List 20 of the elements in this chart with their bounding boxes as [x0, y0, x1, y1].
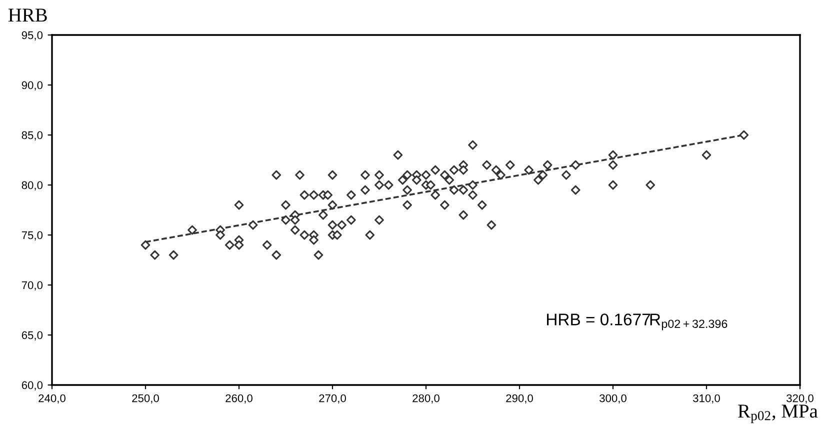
x-tick-label: 240,0 — [38, 394, 66, 404]
x-tick-label: 320,0 — [786, 394, 814, 404]
y-tick-label: 75,0 — [22, 231, 43, 240]
y-tick-label: 85,0 — [22, 131, 43, 140]
y-tick-label: 65,0 — [22, 331, 43, 340]
x-tick-label: 290,0 — [506, 394, 533, 404]
y-tick-label: 60,0 — [22, 381, 43, 390]
x-tick-label: 270,0 — [319, 394, 346, 404]
x-tick-label: 280,0 — [412, 394, 440, 404]
x-tick-label: 300,0 — [600, 394, 626, 404]
y-tick-label: 80,0 — [22, 181, 43, 190]
y-tick-label: 70,0 — [22, 281, 43, 290]
x-tick-label: 310,0 — [693, 394, 720, 404]
x-tick-label: 250,0 — [132, 394, 159, 404]
y-tick-label: 95,0 — [22, 31, 43, 40]
x-tick-label: 260,0 — [226, 394, 252, 404]
annotation: HRB = 0.1677R$_{p02+32.396}$ — [547, 314, 728, 330]
y-tick-label: 90,0 — [22, 81, 43, 90]
y-axis-title: HRB — [8, 8, 47, 22]
x-axis-title: R$_{p02}$, MPa — [738, 404, 818, 424]
